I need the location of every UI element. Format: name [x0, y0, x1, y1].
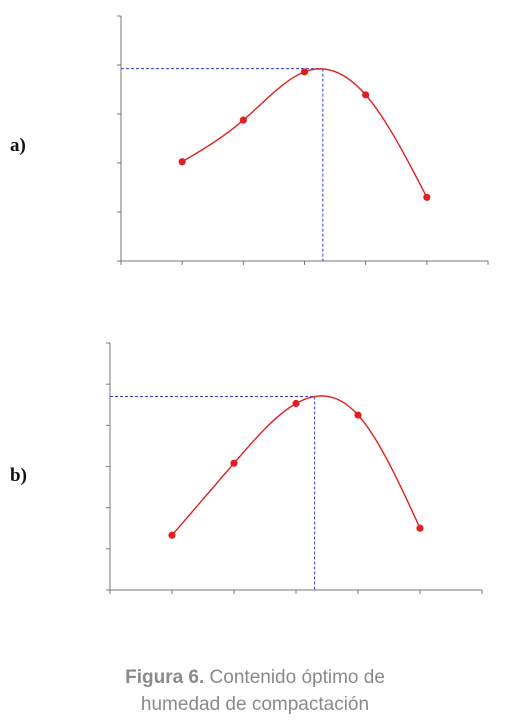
- panel-label-b: b): [10, 465, 27, 486]
- caption-bold: Figura 6.: [125, 667, 204, 688]
- data-point: [300, 68, 309, 76]
- data-point: [230, 459, 238, 467]
- chart-a: [117, 15, 489, 265]
- data-point: [354, 411, 362, 419]
- data-point: [178, 158, 186, 166]
- fit-curve: [181, 68, 428, 198]
- caption-text: Contenido óptimo de: [204, 667, 385, 688]
- panel-label-a: a): [10, 135, 26, 156]
- chart-b: [106, 342, 483, 594]
- figure-caption-line1: Figura 6. Contenido óptimo de: [125, 667, 385, 688]
- fit-curve: [171, 395, 421, 536]
- data-point: [416, 524, 424, 532]
- data-point: [292, 399, 300, 408]
- data-point: [168, 531, 176, 539]
- data-point: [239, 116, 247, 124]
- data-point: [423, 193, 431, 201]
- data-point: [362, 91, 370, 99]
- figure-caption-line2: humedad de compactación: [141, 694, 369, 715]
